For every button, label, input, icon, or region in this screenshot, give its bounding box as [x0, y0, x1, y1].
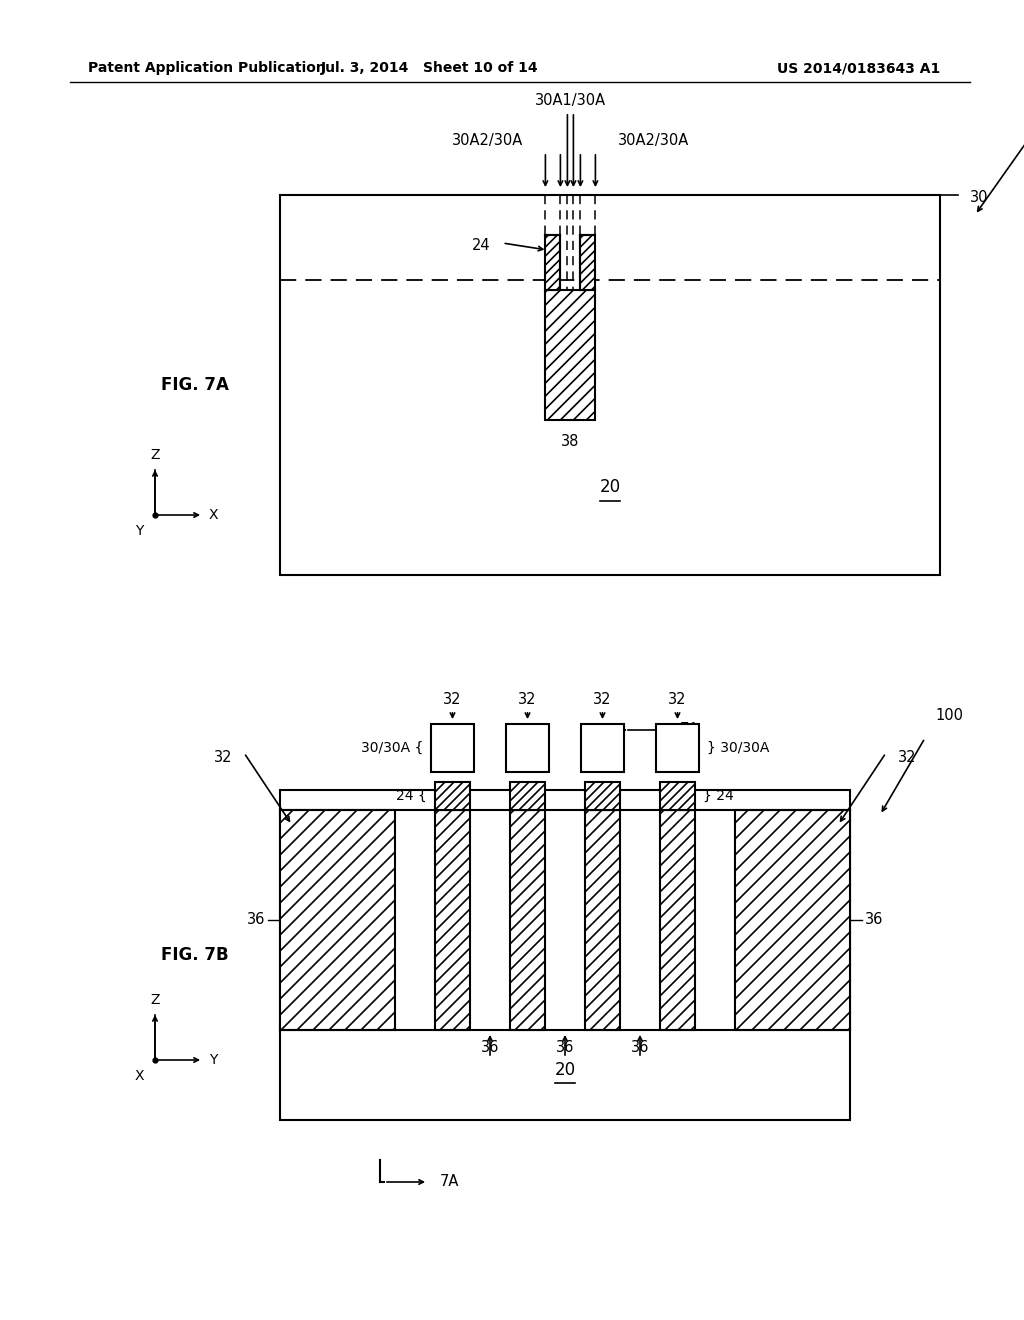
Text: 38: 38	[561, 434, 580, 450]
Bar	[546, 235, 560, 290]
Bar	[510, 810, 545, 1030]
Text: 20: 20	[554, 1061, 575, 1078]
Bar	[435, 781, 470, 810]
Text: 100: 100	[935, 708, 963, 722]
Text: 32: 32	[518, 692, 537, 706]
Text: 32: 32	[213, 750, 232, 766]
Text: 7A: 7A	[680, 722, 699, 738]
Text: 36: 36	[481, 1040, 499, 1056]
Text: } 24: } 24	[703, 789, 734, 803]
Bar	[585, 781, 620, 810]
Text: 20: 20	[599, 479, 621, 496]
Text: Y: Y	[135, 524, 143, 539]
Text: 7A: 7A	[440, 1175, 460, 1189]
Text: 30A2/30A: 30A2/30A	[617, 132, 689, 148]
Text: FIG. 7A: FIG. 7A	[161, 376, 229, 393]
Bar	[280, 810, 395, 1030]
Bar	[581, 235, 595, 290]
Bar	[660, 810, 695, 1030]
Text: 32: 32	[443, 692, 462, 706]
Text: Z: Z	[151, 447, 160, 462]
Text: US 2014/0183643 A1: US 2014/0183643 A1	[777, 61, 940, 75]
Text: FIG. 7B: FIG. 7B	[161, 946, 228, 964]
Text: 30A2/30A: 30A2/30A	[452, 132, 523, 148]
Text: X: X	[208, 508, 218, 521]
Bar	[431, 723, 474, 772]
Bar	[656, 723, 699, 772]
Text: 24: 24	[472, 238, 490, 252]
Bar	[660, 781, 695, 810]
Text: Z: Z	[151, 993, 160, 1007]
Bar	[546, 290, 595, 420]
Text: 30/30A {: 30/30A {	[360, 741, 423, 755]
Bar	[280, 195, 940, 576]
Text: 30: 30	[970, 190, 988, 205]
Text: Jul. 3, 2014   Sheet 10 of 14: Jul. 3, 2014 Sheet 10 of 14	[322, 61, 539, 75]
Text: Patent Application Publication: Patent Application Publication	[88, 61, 326, 75]
Text: 36: 36	[247, 912, 265, 928]
Text: } 30/30A: } 30/30A	[707, 741, 769, 755]
Text: 30A1/30A: 30A1/30A	[535, 92, 606, 107]
Bar	[510, 781, 545, 810]
Text: Y: Y	[209, 1053, 217, 1067]
Text: 24 {: 24 {	[396, 789, 427, 803]
Text: X: X	[134, 1069, 143, 1082]
Bar	[280, 789, 850, 1119]
Text: 32: 32	[898, 750, 916, 766]
Text: 36: 36	[865, 912, 884, 928]
Bar	[735, 810, 850, 1030]
Text: 32: 32	[593, 692, 611, 706]
Text: 36: 36	[556, 1040, 574, 1056]
Bar	[506, 723, 549, 772]
Text: 36: 36	[631, 1040, 649, 1056]
Bar	[435, 810, 470, 1030]
Bar	[585, 810, 620, 1030]
Text: 32: 32	[669, 692, 687, 706]
Bar	[581, 723, 624, 772]
